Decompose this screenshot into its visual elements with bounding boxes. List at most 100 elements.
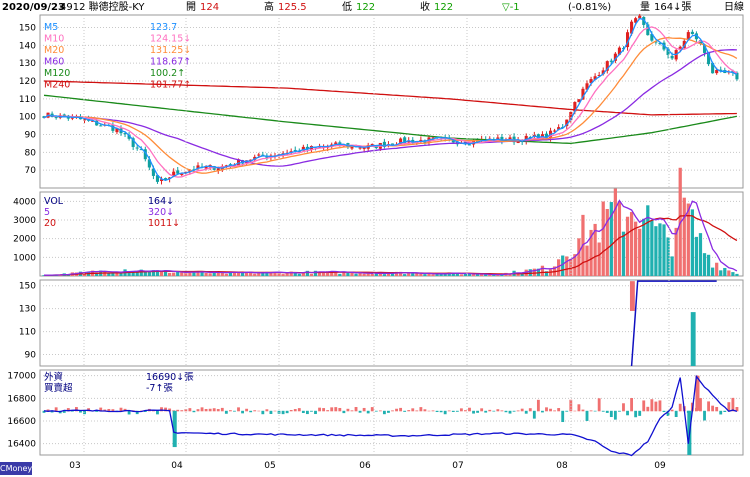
volume-y-tick-label: 1000 bbox=[13, 253, 36, 263]
volume-bar bbox=[200, 271, 204, 276]
net-buy-bar bbox=[358, 410, 362, 413]
candle-body bbox=[382, 141, 386, 147]
net-buy-bar bbox=[79, 410, 82, 413]
volume-bar bbox=[674, 227, 678, 276]
volume-bar bbox=[658, 223, 662, 276]
volume-bar bbox=[634, 221, 638, 276]
volume-bar bbox=[711, 267, 715, 276]
volume-bar bbox=[431, 274, 435, 276]
net-buy-bar bbox=[314, 410, 317, 415]
volume-bar bbox=[601, 201, 605, 276]
net-buy-bar bbox=[273, 410, 277, 412]
low-value: 122 bbox=[356, 2, 376, 13]
net-buy-bar bbox=[711, 405, 715, 412]
legend-name-m120: M120 bbox=[44, 68, 70, 79]
net-buy-bar bbox=[472, 410, 475, 414]
net-buy-bar bbox=[431, 410, 435, 412]
net-buy-bar bbox=[265, 409, 269, 412]
third-frame bbox=[39, 279, 744, 367]
candle-body bbox=[301, 146, 305, 151]
net-buy-bar bbox=[561, 410, 565, 423]
third-y-tick-label: 110 bbox=[19, 328, 36, 338]
period-label[interactable]: 日線 bbox=[724, 2, 744, 13]
net-buy-bar bbox=[220, 407, 224, 412]
volume-bar bbox=[236, 272, 241, 276]
net-buy-bar bbox=[536, 399, 540, 412]
candle-body bbox=[625, 32, 630, 48]
volume-bar bbox=[423, 274, 427, 276]
net-buy-bar bbox=[727, 402, 731, 412]
net-buy-bar bbox=[678, 403, 682, 412]
x-tick-label-05: 05 bbox=[264, 461, 275, 471]
candle-body bbox=[597, 74, 601, 76]
volume-frame bbox=[39, 191, 744, 277]
volume-bar bbox=[390, 272, 395, 276]
net-buy-bar bbox=[83, 410, 86, 415]
net-buy-bar bbox=[419, 407, 423, 412]
net-buy-bar bbox=[354, 407, 358, 412]
volume-bar bbox=[354, 273, 358, 276]
quote-header: 2020/09/23 4912 聯德控股-KY 開 124 高 125.5 低 … bbox=[0, 0, 750, 14]
net-buy-bar bbox=[605, 410, 609, 413]
net-buy-bar bbox=[634, 410, 638, 418]
net-buy-bar bbox=[411, 408, 415, 412]
candle-body bbox=[577, 99, 581, 103]
volume-bar bbox=[139, 269, 143, 276]
candle-body bbox=[467, 144, 472, 146]
net-buy-bar bbox=[618, 410, 621, 412]
volume-bar bbox=[561, 255, 565, 276]
change-value: ▽-1 bbox=[502, 2, 520, 13]
candle-body bbox=[650, 34, 654, 41]
volume-bar bbox=[727, 270, 731, 276]
candle-body bbox=[147, 159, 151, 168]
volume-bar bbox=[415, 272, 419, 276]
legend-value-m120: 100.2↑ bbox=[150, 68, 185, 79]
volume-bar bbox=[216, 272, 220, 276]
net-buy-bar bbox=[66, 408, 70, 412]
volume-bar bbox=[172, 272, 176, 276]
net-buy-bar bbox=[127, 410, 131, 415]
legend-value-m60: 118.67↑ bbox=[150, 57, 191, 68]
institutional-y-tick-label: 17000 bbox=[7, 372, 36, 382]
brand-logo: CMoney bbox=[0, 462, 33, 475]
volume-bar bbox=[111, 272, 115, 276]
net-buy-bar bbox=[520, 408, 524, 412]
volume-bar bbox=[269, 271, 273, 276]
net-buy-bar bbox=[107, 408, 111, 412]
candle-body bbox=[99, 125, 103, 127]
volume-bar bbox=[621, 231, 626, 276]
volume-bar bbox=[609, 202, 613, 276]
net-buy-bar bbox=[589, 410, 593, 412]
net-buy-bar bbox=[46, 409, 50, 412]
candle-body bbox=[176, 170, 180, 174]
net-buy-bar bbox=[208, 408, 212, 412]
price-y-tick-label: 150 bbox=[19, 23, 36, 33]
candle-body bbox=[135, 147, 139, 149]
high-value: 125.5 bbox=[278, 2, 307, 13]
volume-bar bbox=[366, 273, 370, 276]
candle-body bbox=[565, 119, 569, 127]
volume-bar bbox=[702, 253, 707, 276]
candle-body bbox=[249, 159, 253, 161]
volume-bar bbox=[706, 254, 711, 276]
net-buy-bar bbox=[204, 409, 208, 412]
volume-bar bbox=[484, 274, 488, 276]
net-buy-bar bbox=[269, 410, 273, 414]
candle-body bbox=[642, 17, 646, 25]
volume-bar bbox=[244, 272, 249, 276]
volume-bar bbox=[281, 274, 285, 276]
net-buy-bar bbox=[407, 410, 411, 412]
net-buy-bar bbox=[609, 410, 613, 418]
candle-body bbox=[609, 60, 613, 62]
net-buy-bar bbox=[135, 410, 139, 415]
net-buy-bar bbox=[281, 410, 285, 415]
candle-body bbox=[131, 138, 135, 147]
net-buy-bar bbox=[95, 410, 99, 412]
candle-body bbox=[678, 46, 682, 50]
volume-bar bbox=[374, 273, 378, 276]
volume-bar bbox=[646, 205, 650, 276]
net-buy-bar bbox=[593, 410, 597, 412]
volume-bar bbox=[107, 273, 111, 276]
net-buy-bar bbox=[516, 410, 520, 412]
